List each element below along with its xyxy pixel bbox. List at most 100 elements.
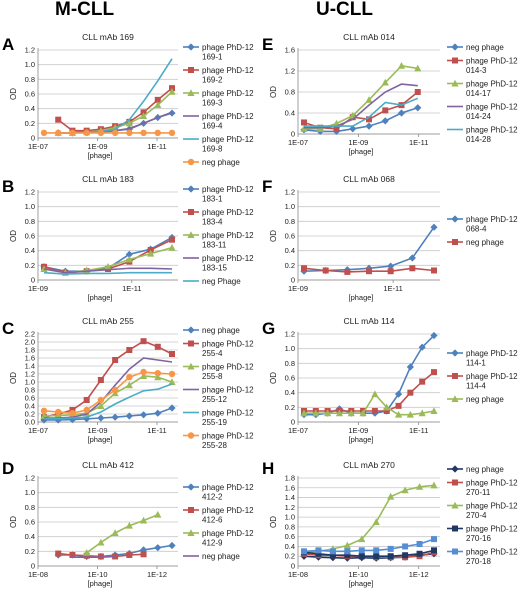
y-tick-label: 0.2 <box>25 261 35 270</box>
data-point <box>83 549 91 556</box>
data-point <box>125 412 133 420</box>
panel-d: D CLL mAb 412 0 0.2 0.4 0.6 0.8 1.0 1.2 OD 1E-08 1E… <box>2 459 254 588</box>
data-point <box>168 541 176 550</box>
y-tick-label: 1.0 <box>285 513 295 522</box>
x-axis-label: [phage] <box>348 293 373 302</box>
legend-label: phage PhD-12 183-4 <box>202 208 254 227</box>
data-point <box>349 125 357 133</box>
series-1 <box>300 331 438 419</box>
y-tick-label: 0 <box>291 130 295 139</box>
data-point <box>431 547 437 554</box>
legend-entry: phage PhD-12 014-24 <box>447 103 518 121</box>
y-tick-label: 1.0 <box>25 202 35 211</box>
data-point <box>366 268 372 275</box>
data-point <box>365 96 373 103</box>
legend-label: neg phage <box>466 43 504 52</box>
data-point <box>416 550 423 557</box>
y-tick-label: 0.8 <box>25 503 35 512</box>
data-point <box>300 409 308 417</box>
legend-label: phage PhD-12 014-3 <box>466 57 518 76</box>
legend-entry: phage PhD-12 255-4 <box>183 340 254 358</box>
data-point <box>111 129 119 137</box>
data-point <box>126 552 133 558</box>
data-point <box>387 545 394 552</box>
panel-letter: E <box>262 35 273 54</box>
data-point <box>68 416 77 424</box>
legend-label: phage PhD-12 412-6 <box>202 506 254 525</box>
data-point <box>126 347 133 353</box>
series-line <box>304 83 418 129</box>
y-tick-label: 1.6 <box>25 354 35 363</box>
legend-entry: phage PhD-12 270-18 <box>447 548 518 566</box>
legend-entry: neg Phage <box>183 277 241 286</box>
legend-marker <box>452 373 458 379</box>
y-tick-label: 0.8 <box>25 386 35 395</box>
x-tick-label: 1E-09 <box>348 138 368 147</box>
x-tick-label: 1E-09 <box>87 142 107 151</box>
legend-marker <box>452 525 458 532</box>
series-line <box>303 226 435 272</box>
chart-title: CLL mAb 270 <box>343 460 395 470</box>
y-tick-label: 0.4 <box>285 542 295 551</box>
data-point <box>83 406 90 414</box>
y-tick-label: 1.0 <box>25 488 35 497</box>
legend-marker <box>187 362 195 370</box>
data-point <box>312 409 320 417</box>
data-point <box>373 553 380 560</box>
data-point <box>414 64 422 72</box>
series-5 <box>43 271 172 275</box>
x-tick-label: 1E-07 <box>288 138 308 147</box>
y-tick-label: 1.2 <box>25 188 35 197</box>
panel-f: F CLL mAb 068 0 0.2 0.4 0.6 0.8 1.0 1.2 OD 1E-09 1E… <box>262 174 518 302</box>
series-6 <box>40 368 176 417</box>
y-tick-label: 0.4 <box>25 246 35 255</box>
legend-marker <box>451 43 459 51</box>
data-point <box>358 535 366 543</box>
y-tick-label: 1.2 <box>285 330 295 339</box>
y-tick-label: 0.2 <box>25 119 35 128</box>
data-point <box>168 404 176 412</box>
data-point <box>387 553 394 560</box>
y-tick-label: 1.0 <box>25 378 35 387</box>
legend-marker <box>187 529 195 536</box>
data-point <box>407 389 414 396</box>
data-point <box>371 390 379 398</box>
legend-entry: phage PhD-12 169-3 <box>183 89 254 108</box>
legend-entry: phage PhD-12 014-17 <box>447 80 518 98</box>
x-tick-label: 1E-11 <box>122 284 141 293</box>
series-5 <box>304 97 419 127</box>
data-point <box>97 129 105 137</box>
data-point <box>139 546 148 554</box>
y-tick-label: 0 <box>291 562 295 571</box>
legend-entry: phage PhD-12 255-28 <box>183 432 254 450</box>
panel-letter: B <box>2 177 14 196</box>
data-point <box>111 386 119 394</box>
legend-marker <box>451 349 459 357</box>
series-line <box>303 538 435 553</box>
legend-label: phage PhD-12 270-11 <box>466 479 518 498</box>
data-point <box>139 112 148 119</box>
y-tick-label: 1.0 <box>285 344 295 353</box>
legend-label: phage PhD-12 255-8 <box>202 363 254 382</box>
series-5 <box>58 58 173 134</box>
data-point <box>414 89 421 95</box>
y-tick-label: 0.6 <box>25 90 35 99</box>
legend-label: phage PhD-12 169-4 <box>202 112 254 131</box>
y-tick-label: 0 <box>291 276 295 285</box>
series-5 <box>44 383 173 420</box>
data-point <box>139 372 148 379</box>
data-point <box>97 377 104 383</box>
y-tick-label: 0.8 <box>285 88 295 97</box>
x-axis-label: [phage] <box>348 435 373 444</box>
data-point <box>169 351 175 357</box>
y-tick-label: 0.6 <box>285 232 295 241</box>
y-tick-label: 0 <box>31 562 35 571</box>
data-point <box>54 411 62 419</box>
data-point <box>111 413 119 421</box>
chart-title: CLL mAb 114 <box>343 316 394 326</box>
x-axis-label: [phage] <box>87 151 112 160</box>
legend-marker <box>188 340 194 347</box>
y-tick-label: 1.0 <box>285 202 295 211</box>
data-point <box>414 104 422 112</box>
